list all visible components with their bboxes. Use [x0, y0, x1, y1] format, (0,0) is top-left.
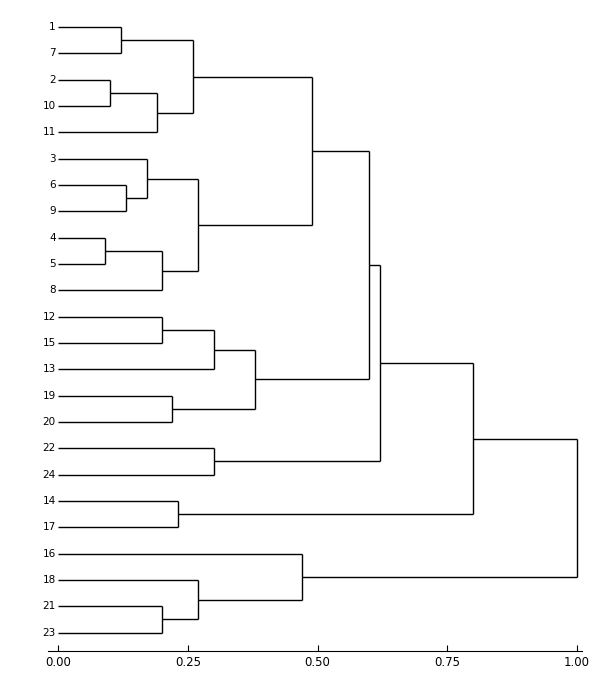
Text: 23: 23 [43, 628, 56, 638]
Text: 6: 6 [49, 180, 56, 190]
Text: 21: 21 [43, 601, 56, 611]
Text: 3: 3 [49, 154, 56, 164]
Text: 11: 11 [43, 127, 56, 137]
Text: 7: 7 [49, 48, 56, 59]
Text: 19: 19 [43, 391, 56, 400]
Text: 5: 5 [49, 259, 56, 269]
Text: 24: 24 [43, 470, 56, 480]
Text: 18: 18 [43, 575, 56, 585]
Text: 4: 4 [49, 232, 56, 243]
Text: 20: 20 [43, 417, 56, 427]
Text: 14: 14 [43, 496, 56, 506]
Text: 2: 2 [49, 75, 56, 85]
Text: 16: 16 [43, 549, 56, 559]
Text: 10: 10 [43, 101, 56, 111]
Text: 9: 9 [49, 206, 56, 216]
Text: 8: 8 [49, 286, 56, 295]
Text: 15: 15 [43, 338, 56, 348]
Text: 13: 13 [43, 365, 56, 374]
Text: 22: 22 [43, 443, 56, 454]
Text: 12: 12 [43, 312, 56, 322]
Text: 1: 1 [49, 22, 56, 32]
Text: 17: 17 [43, 522, 56, 532]
